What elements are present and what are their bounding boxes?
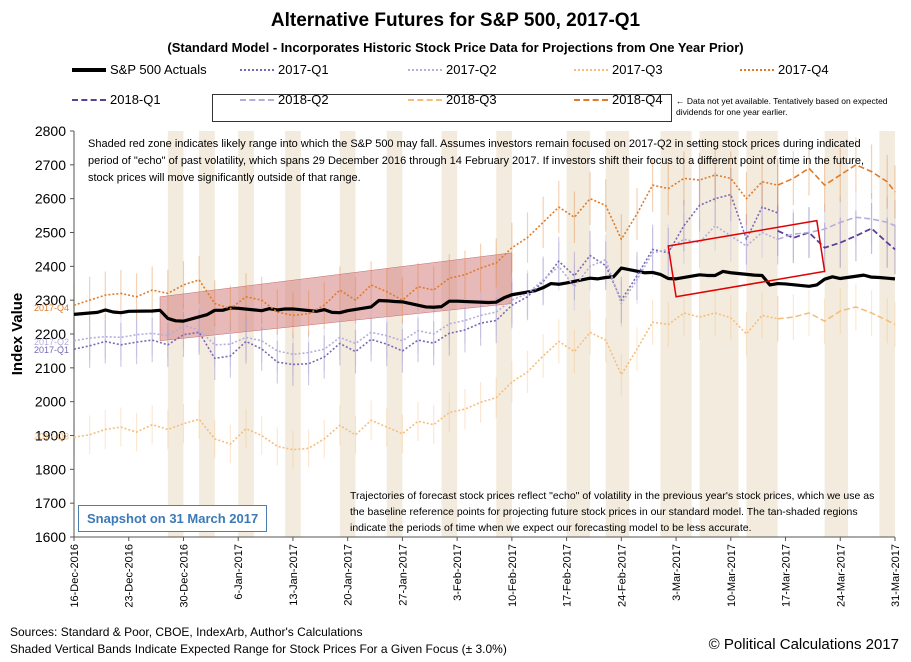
tan-band [496,131,512,537]
legend-label: 2018-Q4 [612,92,663,107]
x-tick-label: 10-Mar-2017 [726,544,738,607]
x-tick-label: 30-Dec-2016 [178,544,190,608]
forecast-annotation: Trajectories of forecast stock prices re… [350,490,875,534]
legend-swatch [408,98,442,101]
side-label: 2017-Q4 [34,303,69,313]
tan-band [285,131,301,537]
legend-item: 2017-Q4 [740,62,829,77]
x-tick-label: 3-Mar-2017 [671,544,683,601]
legend-swatch [574,68,608,71]
legend-item: 2017-Q1 [240,62,329,77]
series-line-2018-q1 [777,227,896,251]
tan-band [339,131,356,537]
x-tick-label: 23-Dec-2016 [124,544,136,608]
legend-label: 2017-Q4 [778,62,829,77]
series-line-2018-q4 [777,164,896,193]
legend-label: 2017-Q3 [612,62,663,77]
y-tick-label: 2100 [35,360,66,376]
legend-note: ← Data not yet available. Tentatively ba… [676,96,888,117]
chart-subtitle: (Standard Model - Incorporates Historic … [167,40,744,55]
y-axis-label: Index Value [9,293,26,376]
x-tick-label: 17-Mar-2017 [781,544,793,607]
tan-band [879,131,895,537]
copyright: © Political Calculations 2017 [708,636,899,653]
legend-label: 2017-Q2 [446,62,497,77]
bands-note: Shaded Vertical Bands Indicate Expected … [10,642,507,656]
legend-item: 2018-Q1 [72,92,161,107]
legend-item: 2017-Q2 [408,62,497,77]
red-zone [159,252,513,342]
x-tick-label: 6-Jan-2017 [233,544,245,600]
x-tick-label: 10-Feb-2017 [507,544,519,607]
x-tick-label: 3-Feb-2017 [452,544,464,601]
side-label: 2017-Q3 [34,432,69,442]
series-line-2017-q4 [73,174,778,317]
legend-label: 2017-Q1 [278,62,329,77]
y-tick-label: 2800 [35,123,66,139]
legend-swatch [574,98,608,101]
series-line-2018-q3 [777,306,896,326]
sources-note: Sources: Standard & Poor, CBOE, IndexArb… [10,625,363,639]
tan-band [566,131,591,537]
series-line-2017-q3 [73,312,778,451]
y-tick-label: 2700 [35,157,66,173]
legend-item: 2018-Q2 [240,92,329,107]
x-tick-label: 24-Mar-2017 [835,544,847,607]
y-tick-label: 2400 [35,258,66,274]
y-tick-label: 2600 [35,191,66,207]
y-tick-label: 2300 [35,292,66,308]
tan-band [605,131,630,537]
legend-swatch [72,67,106,72]
tan-band [386,131,403,537]
y-tick-label: 1600 [35,529,66,545]
side-label: 2017-Q2 [34,337,69,347]
y-tick-label: 1900 [35,428,66,444]
x-tick-label: 24-Feb-2017 [616,544,628,607]
legend-swatch [72,98,106,101]
side-label: 2017-Q1 [34,345,69,355]
tan-band [699,131,739,537]
legend-label: 2018-Q3 [446,92,497,107]
series-line-2017-q2 [73,224,779,356]
x-tick-label: 16-Dec-2016 [69,544,81,608]
y-tick-label: 2200 [35,326,66,342]
tan-band [746,131,778,537]
series-line-s-p-500-actuals [73,266,896,323]
tan-band [238,131,254,537]
x-tick-label: 20-Jan-2017 [343,544,355,606]
y-tick-label: 2000 [35,394,66,410]
legend-label: S&P 500 Actuals [110,62,207,77]
x-tick-label: 17-Feb-2017 [562,544,574,607]
legend-swatch [740,68,774,71]
legend-swatch [240,68,274,71]
legend-item: 2018-Q3 [408,92,497,107]
red-zone-annotation: Shaded red zone indicates likely range i… [88,138,864,184]
x-tick-label: 31-Mar-2017 [890,544,902,607]
y-tick-label: 1800 [35,461,66,477]
x-tick-label: 13-Jan-2017 [288,544,300,606]
x-tick-label: 27-Jan-2017 [397,544,409,606]
red-box [667,219,826,298]
legend-unavailable-box [212,94,672,122]
snapshot-label: Snapshot on 31 March 2017 [78,505,268,532]
y-tick-label: 2500 [35,225,66,241]
chart-title: Alternative Futures for S&P 500, 2017-Q1 [270,10,641,31]
y-tick-label: 1700 [35,495,66,511]
legend-label: 2018-Q1 [110,92,161,107]
legend-item: 2017-Q3 [574,62,663,77]
tan-band [660,131,692,537]
legend-item: S&P 500 Actuals [72,62,207,77]
legend-label: 2018-Q2 [278,92,329,107]
legend-swatch [408,68,442,71]
tan-band [824,131,849,537]
legend-swatch [240,98,274,101]
series-line-2018-q2 [777,216,896,241]
legend-item: 2018-Q4 [574,92,663,107]
